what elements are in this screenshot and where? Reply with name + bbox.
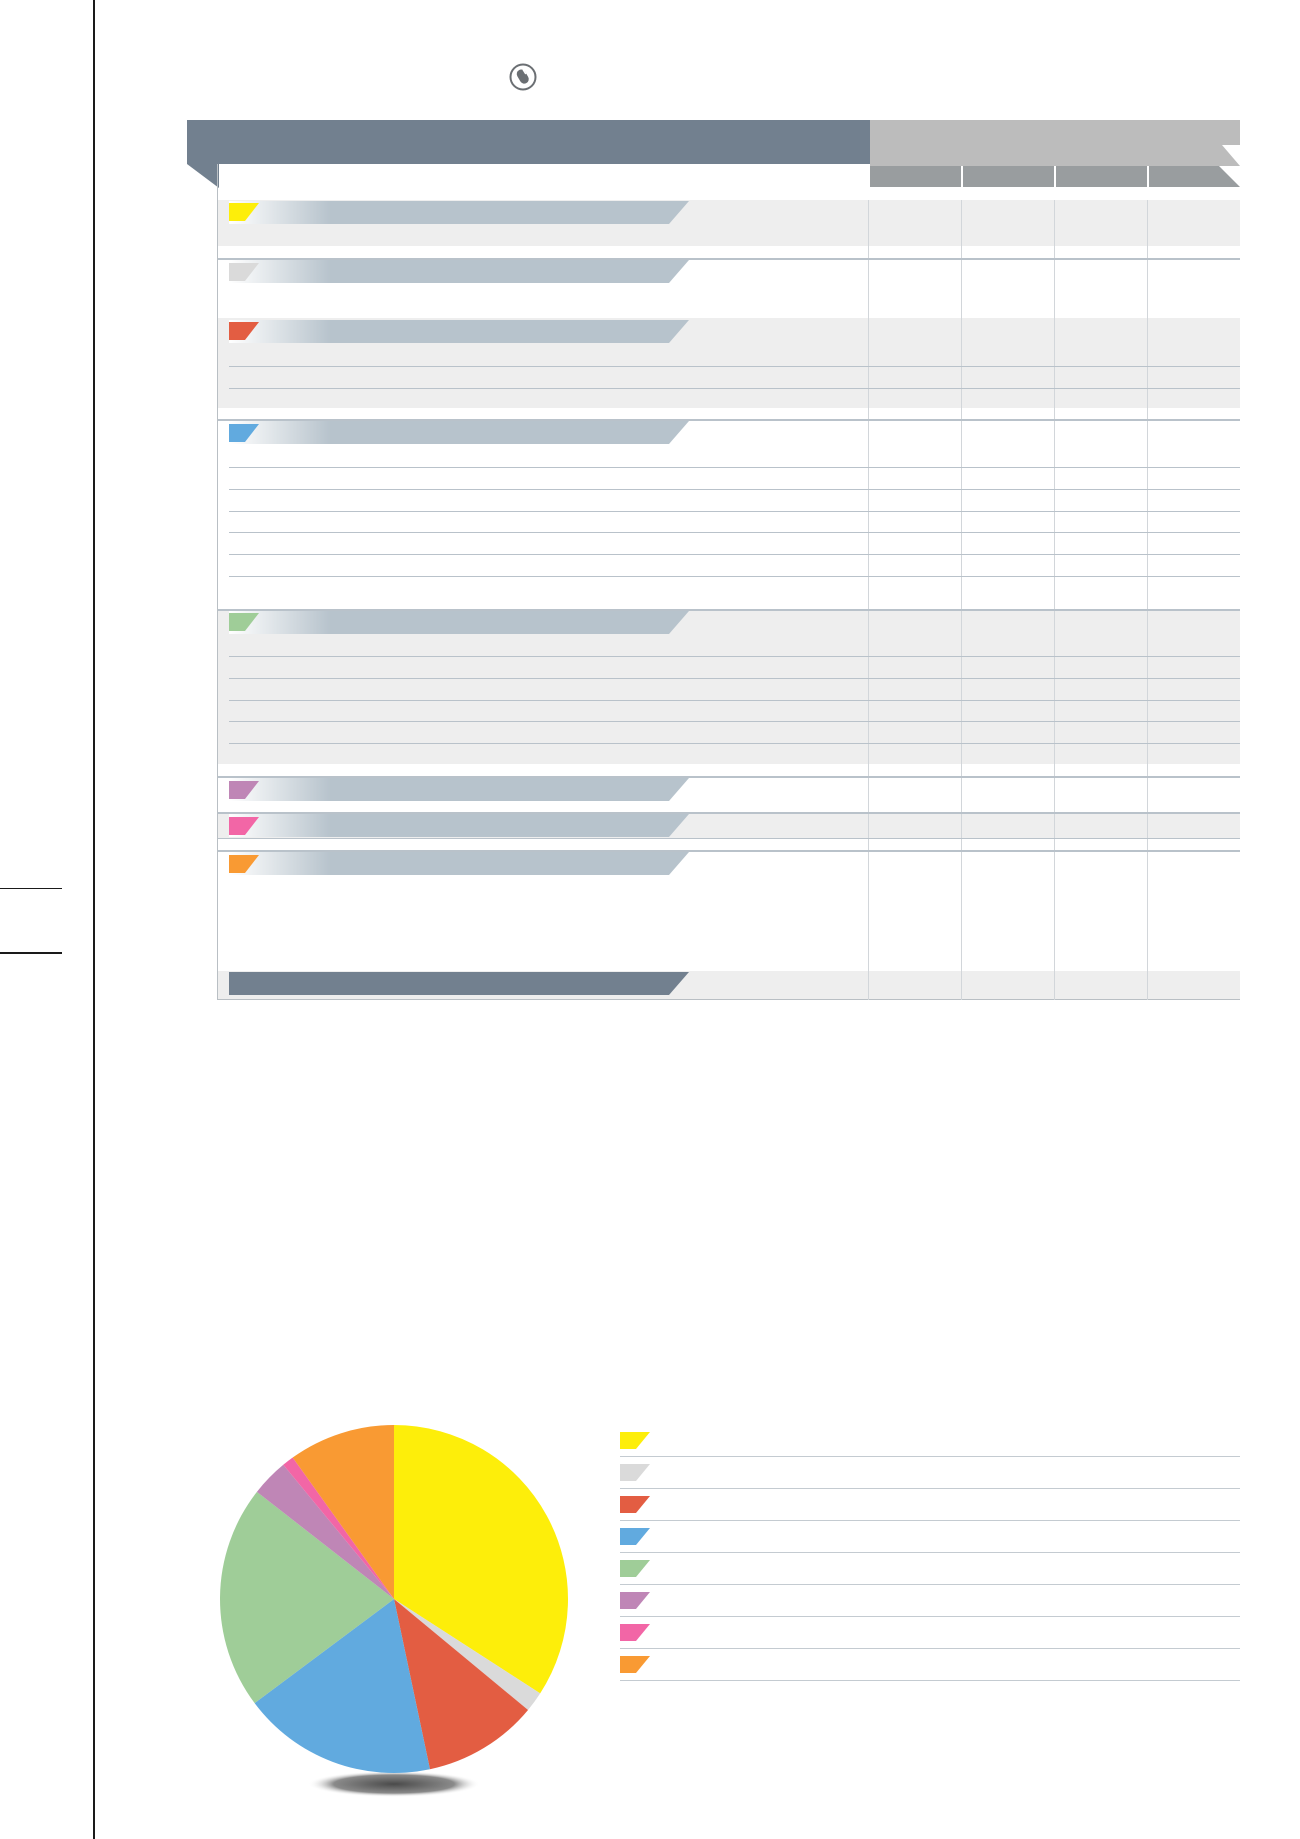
legend-rule: [620, 1584, 1240, 1585]
pie-slice-2: [394, 1599, 541, 1710]
pie-slice-6: [256, 1464, 394, 1599]
legend-swatch-4: [620, 1528, 650, 1545]
category-bar-7: [229, 814, 689, 837]
mouse-icon: [509, 63, 537, 91]
section-rule-4: [218, 419, 1240, 421]
legend-swatch-2: [620, 1464, 650, 1481]
row-rule: [229, 388, 1240, 389]
row-rule: [229, 700, 1240, 701]
row-rule: [229, 656, 1240, 657]
legend-rule: [620, 1680, 1240, 1681]
total-bar: [229, 972, 689, 995]
pie-slice-4: [254, 1599, 430, 1773]
row-rule: [229, 489, 1240, 490]
category-bar-4: [229, 421, 689, 444]
section-rule-8: [218, 850, 1240, 852]
legend-rule: [620, 1488, 1240, 1489]
row-rule: [218, 838, 1240, 839]
section-rule-2: [218, 258, 1240, 260]
table-header-right-fold: [1222, 145, 1240, 166]
column-header-1: [870, 166, 961, 187]
row-rule: [229, 366, 1240, 367]
table-header-fold: [187, 164, 219, 188]
legend-rule: [620, 1648, 1240, 1649]
column-divider-2: [961, 200, 962, 1000]
category-bar-5: [229, 611, 689, 634]
page-margin-line: [93, 0, 95, 1839]
row-rule: [229, 678, 1240, 679]
margin-rule-top: [0, 888, 62, 889]
legend-rule: [620, 1456, 1240, 1457]
section-rule-7: [218, 812, 1240, 814]
margin-rule-bottom: [0, 952, 62, 954]
pie-slice-1: [394, 1425, 569, 1694]
legend-swatch-6: [620, 1592, 650, 1609]
column-header-3: [1056, 166, 1147, 187]
column-divider-4: [1147, 200, 1148, 1000]
pie-slices: [220, 1425, 569, 1773]
table-header-right: [870, 120, 1240, 166]
column-header-2: [963, 166, 1054, 187]
legend-rule: [620, 1520, 1240, 1521]
category-bar-6: [229, 778, 689, 801]
pie-slice-3: [394, 1599, 529, 1770]
data-table: [217, 164, 1240, 1000]
pie-slice-7: [283, 1457, 394, 1599]
row-rule: [229, 511, 1240, 512]
category-bar-3: [229, 320, 689, 343]
row-group-bg-5: [218, 610, 1240, 764]
row-rule: [229, 743, 1240, 744]
section-rule-6: [218, 776, 1240, 778]
column-divider-3: [1054, 200, 1055, 1000]
category-bar-8: [229, 852, 689, 875]
legend-swatch-8: [620, 1656, 650, 1673]
column-header-4: [1149, 166, 1240, 187]
legend-swatch-5: [620, 1560, 650, 1577]
pie-chart: [220, 1425, 569, 1797]
category-bar-1: [229, 201, 689, 224]
column-divider-1: [868, 200, 869, 1000]
legend-swatch-1: [620, 1432, 650, 1449]
category-bar-2: [229, 260, 689, 283]
pie-slice-8: [292, 1425, 394, 1599]
row-rule: [229, 467, 1240, 468]
legend-rule: [620, 1616, 1240, 1617]
legend-swatch-3: [620, 1496, 650, 1513]
legend-swatch-7: [620, 1624, 650, 1641]
legend-rule: [620, 1552, 1240, 1553]
table-header-left: [187, 120, 870, 164]
row-rule: [229, 576, 1240, 577]
section-rule-5: [218, 609, 1240, 611]
row-rule: [229, 532, 1240, 533]
pie-slice-5: [220, 1491, 394, 1704]
row-rule: [229, 554, 1240, 555]
row-rule: [229, 721, 1240, 722]
pie-shadow: [308, 1771, 480, 1797]
